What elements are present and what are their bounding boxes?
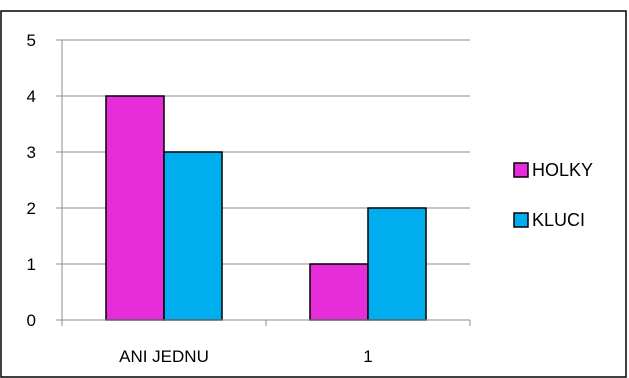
y-tick-label: 2 — [27, 199, 36, 218]
bar-holky-0 — [105, 95, 165, 321]
x-tick-label: ANI JEDNU — [119, 347, 209, 366]
bar-holky-1 — [309, 263, 369, 321]
bar-kluci-1 — [367, 207, 427, 321]
axes: 0 1 2 3 4 5 ANI JEDNU 1 — [27, 31, 471, 366]
y-tick-label: 0 — [27, 311, 36, 330]
y-tick-label: 4 — [27, 87, 36, 106]
legend-swatch — [513, 162, 529, 178]
legend-label: KLUCI — [532, 210, 585, 230]
y-tick-label: 3 — [27, 143, 36, 162]
bar-kluci-0 — [163, 151, 223, 321]
bars — [105, 95, 427, 321]
legend: HOLKY KLUCI — [513, 160, 593, 230]
x-tick-label: 1 — [363, 347, 372, 366]
legend-swatch — [513, 212, 529, 228]
y-tick-label: 1 — [27, 255, 36, 274]
legend-label: HOLKY — [532, 160, 593, 180]
chart-frame — [0, 10, 627, 378]
y-tick-label: 5 — [27, 31, 36, 50]
